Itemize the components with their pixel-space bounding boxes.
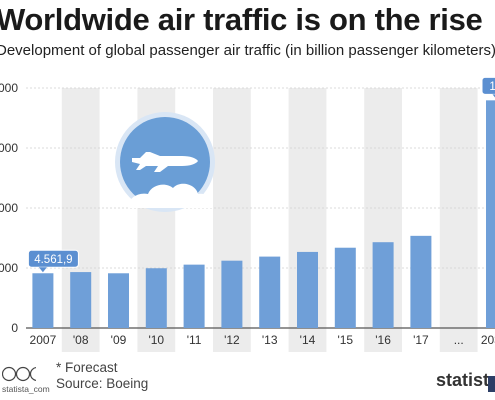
cc-label: statista_com <box>2 384 50 394</box>
data-labels: 4.561,9 18.972 <box>27 76 495 273</box>
cc-icon <box>2 366 17 382</box>
data-label: 4.561,9 <box>34 254 72 266</box>
cc-license-icons <box>2 366 36 382</box>
y-tick-label: 15,000 <box>0 141 18 155</box>
bar <box>183 264 205 328</box>
source-note: Source: Boeing <box>56 376 149 391</box>
x-tick-label: '17 <box>413 333 429 347</box>
bar <box>372 242 394 328</box>
y-tick-label: 5,000 <box>0 261 18 275</box>
forecast-note: * Forecast <box>56 360 118 375</box>
nd-icon <box>29 366 36 382</box>
bar <box>259 256 281 328</box>
airplane-shape <box>132 152 198 172</box>
x-tick-label: '11 <box>187 333 202 347</box>
y-tick-label: 0 <box>11 321 18 335</box>
bar <box>410 235 432 328</box>
bar <box>334 247 356 328</box>
x-tick-label: '15 <box>337 333 353 347</box>
y-tick-label: 20,000 <box>0 81 18 95</box>
footer-notes: * Forecast Source: Boeing <box>56 360 148 392</box>
data-label-box <box>481 76 495 95</box>
x-tick-label: '12 <box>224 333 240 347</box>
cloud-shape <box>128 183 213 208</box>
bar <box>32 273 54 328</box>
statista-logo[interactable]: statista <box>436 370 495 390</box>
x-tick-label: 2036* <box>481 333 495 347</box>
bars <box>32 100 495 328</box>
data-label: 18.972 <box>489 81 495 93</box>
x-tick-label: ... <box>454 333 464 347</box>
bar <box>221 260 243 328</box>
x-tick-label: '16 <box>375 333 391 347</box>
y-tick-label: 10,000 <box>0 201 18 215</box>
x-tick-label: '13 <box>262 333 278 347</box>
by-icon <box>15 366 31 382</box>
bar <box>145 268 167 328</box>
x-tick-label: '14 <box>300 333 316 347</box>
bar <box>70 272 92 328</box>
bar <box>486 100 495 328</box>
chart-title: Worldwide air traffic is on the rise <box>0 2 483 37</box>
band <box>439 88 478 352</box>
bar <box>297 251 318 328</box>
x-tick-label: '10 <box>148 333 164 347</box>
data-label-pointer <box>492 94 495 98</box>
airplane-icon <box>115 112 215 212</box>
statista-logo-mark <box>488 376 495 392</box>
data-label-box <box>27 249 79 268</box>
x-tick-label: '08 <box>73 333 89 347</box>
data-label-pointer <box>38 267 47 273</box>
chart-subtitle: Development of global passenger air traf… <box>0 42 495 59</box>
bar <box>108 273 129 328</box>
y-tick-labels: 0 5,000 10,000 15,000 20,000 <box>0 81 18 335</box>
x-tick-labels: 2007 '08 '09 '10 '11 '12 '13 '14 '15 '16 '17... 203… <box>30 333 495 347</box>
x-tick-label: '09 <box>111 333 127 347</box>
x-tick-label: 2007 <box>30 333 57 347</box>
